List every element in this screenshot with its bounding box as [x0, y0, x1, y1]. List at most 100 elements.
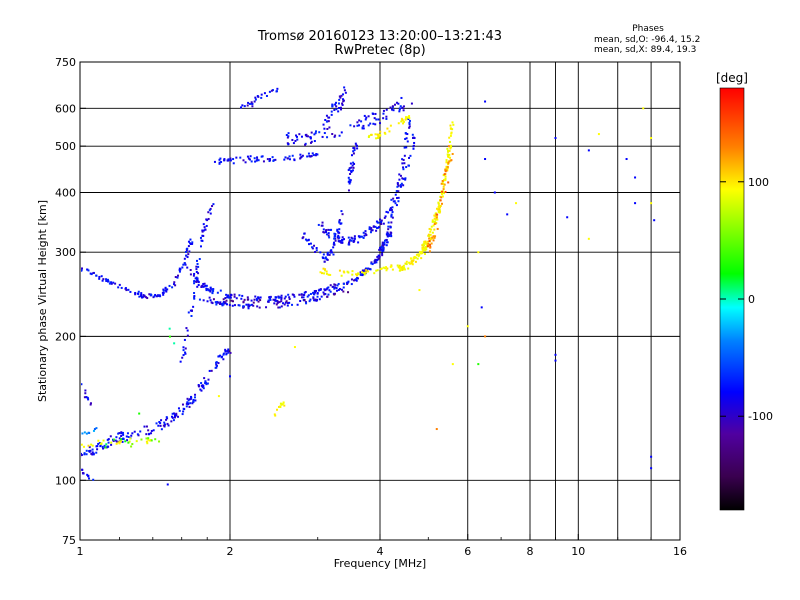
data-point	[222, 358, 225, 361]
data-point	[314, 291, 317, 294]
data-point	[397, 196, 400, 199]
data-point	[446, 165, 449, 168]
data-point	[185, 327, 188, 330]
data-point	[373, 117, 376, 120]
data-point	[399, 174, 402, 177]
data-point	[248, 158, 251, 161]
data-point	[351, 273, 354, 276]
data-point	[95, 274, 98, 277]
data-point	[207, 217, 210, 220]
data-point	[82, 445, 85, 448]
data-point	[247, 101, 250, 104]
data-point	[235, 156, 238, 159]
data-point	[335, 105, 338, 108]
data-point	[396, 185, 399, 188]
data-point	[399, 105, 402, 108]
data-point	[378, 248, 381, 251]
data-point	[315, 249, 318, 252]
data-point	[403, 268, 406, 271]
data-point	[337, 231, 340, 234]
data-point	[450, 159, 453, 162]
data-point	[348, 182, 351, 185]
data-point	[184, 251, 187, 254]
data-point	[118, 283, 121, 286]
data-point	[357, 241, 360, 244]
data-point	[253, 157, 256, 160]
data-point	[350, 239, 353, 242]
legend-line-x: mean, sd,X: 89.4, 19.3	[594, 45, 696, 55]
data-point	[204, 381, 207, 384]
data-point	[391, 211, 394, 214]
data-point	[398, 173, 401, 176]
data-point	[346, 283, 349, 286]
data-point	[167, 424, 170, 427]
data-point	[436, 213, 439, 216]
data-point	[229, 375, 231, 378]
data-point	[392, 197, 395, 200]
data-point	[217, 362, 220, 365]
grid-lines	[80, 62, 680, 540]
data-point	[373, 260, 376, 263]
data-point	[247, 157, 250, 160]
data-point	[390, 208, 393, 211]
data-point	[428, 250, 431, 253]
data-point	[397, 190, 400, 193]
data-point	[178, 409, 181, 412]
data-point	[484, 335, 487, 338]
data-point	[312, 297, 315, 300]
data-point	[587, 149, 590, 152]
data-point	[382, 249, 385, 252]
data-point	[396, 197, 399, 200]
data-point	[208, 369, 211, 372]
data-point	[381, 252, 384, 255]
data-point	[384, 132, 387, 135]
data-point	[193, 291, 196, 294]
data-point	[303, 291, 306, 294]
data-point	[382, 112, 385, 115]
data-point	[379, 122, 382, 125]
data-point	[284, 295, 287, 298]
data-point	[187, 240, 190, 243]
data-point	[433, 236, 436, 239]
data-point	[195, 268, 198, 271]
data-point	[171, 286, 174, 289]
data-point	[292, 142, 295, 145]
data-point	[439, 204, 442, 207]
data-point	[405, 146, 408, 149]
data-point	[347, 176, 350, 179]
data-point	[437, 202, 440, 205]
data-point	[146, 442, 149, 445]
data-point	[103, 444, 106, 447]
data-point	[325, 231, 328, 234]
data-point	[390, 214, 393, 217]
data-point	[95, 427, 98, 430]
data-point	[443, 178, 446, 181]
data-point	[449, 147, 452, 150]
data-point	[291, 154, 294, 157]
data-point	[181, 266, 184, 269]
data-point	[597, 133, 600, 136]
data-point	[353, 162, 356, 165]
data-point	[448, 160, 451, 163]
data-point	[428, 235, 431, 238]
data-point	[352, 152, 355, 155]
data-point	[209, 212, 212, 215]
data-point	[344, 91, 347, 94]
data-point	[81, 454, 83, 457]
y-tick-label: 75	[62, 534, 76, 547]
data-point	[198, 257, 201, 260]
legend-line-o: mean, sd,O: -96.4, 15.2	[594, 35, 700, 45]
data-point	[254, 295, 257, 298]
data-point	[338, 221, 341, 224]
data-point	[212, 289, 215, 292]
data-point	[166, 483, 169, 486]
data-point	[352, 147, 355, 150]
data-point	[440, 196, 443, 199]
data-point	[271, 156, 274, 159]
data-point	[254, 98, 257, 101]
data-point	[118, 432, 121, 435]
data-point	[370, 227, 373, 230]
data-point	[319, 288, 322, 291]
data-point	[391, 108, 394, 111]
data-point	[314, 132, 317, 135]
